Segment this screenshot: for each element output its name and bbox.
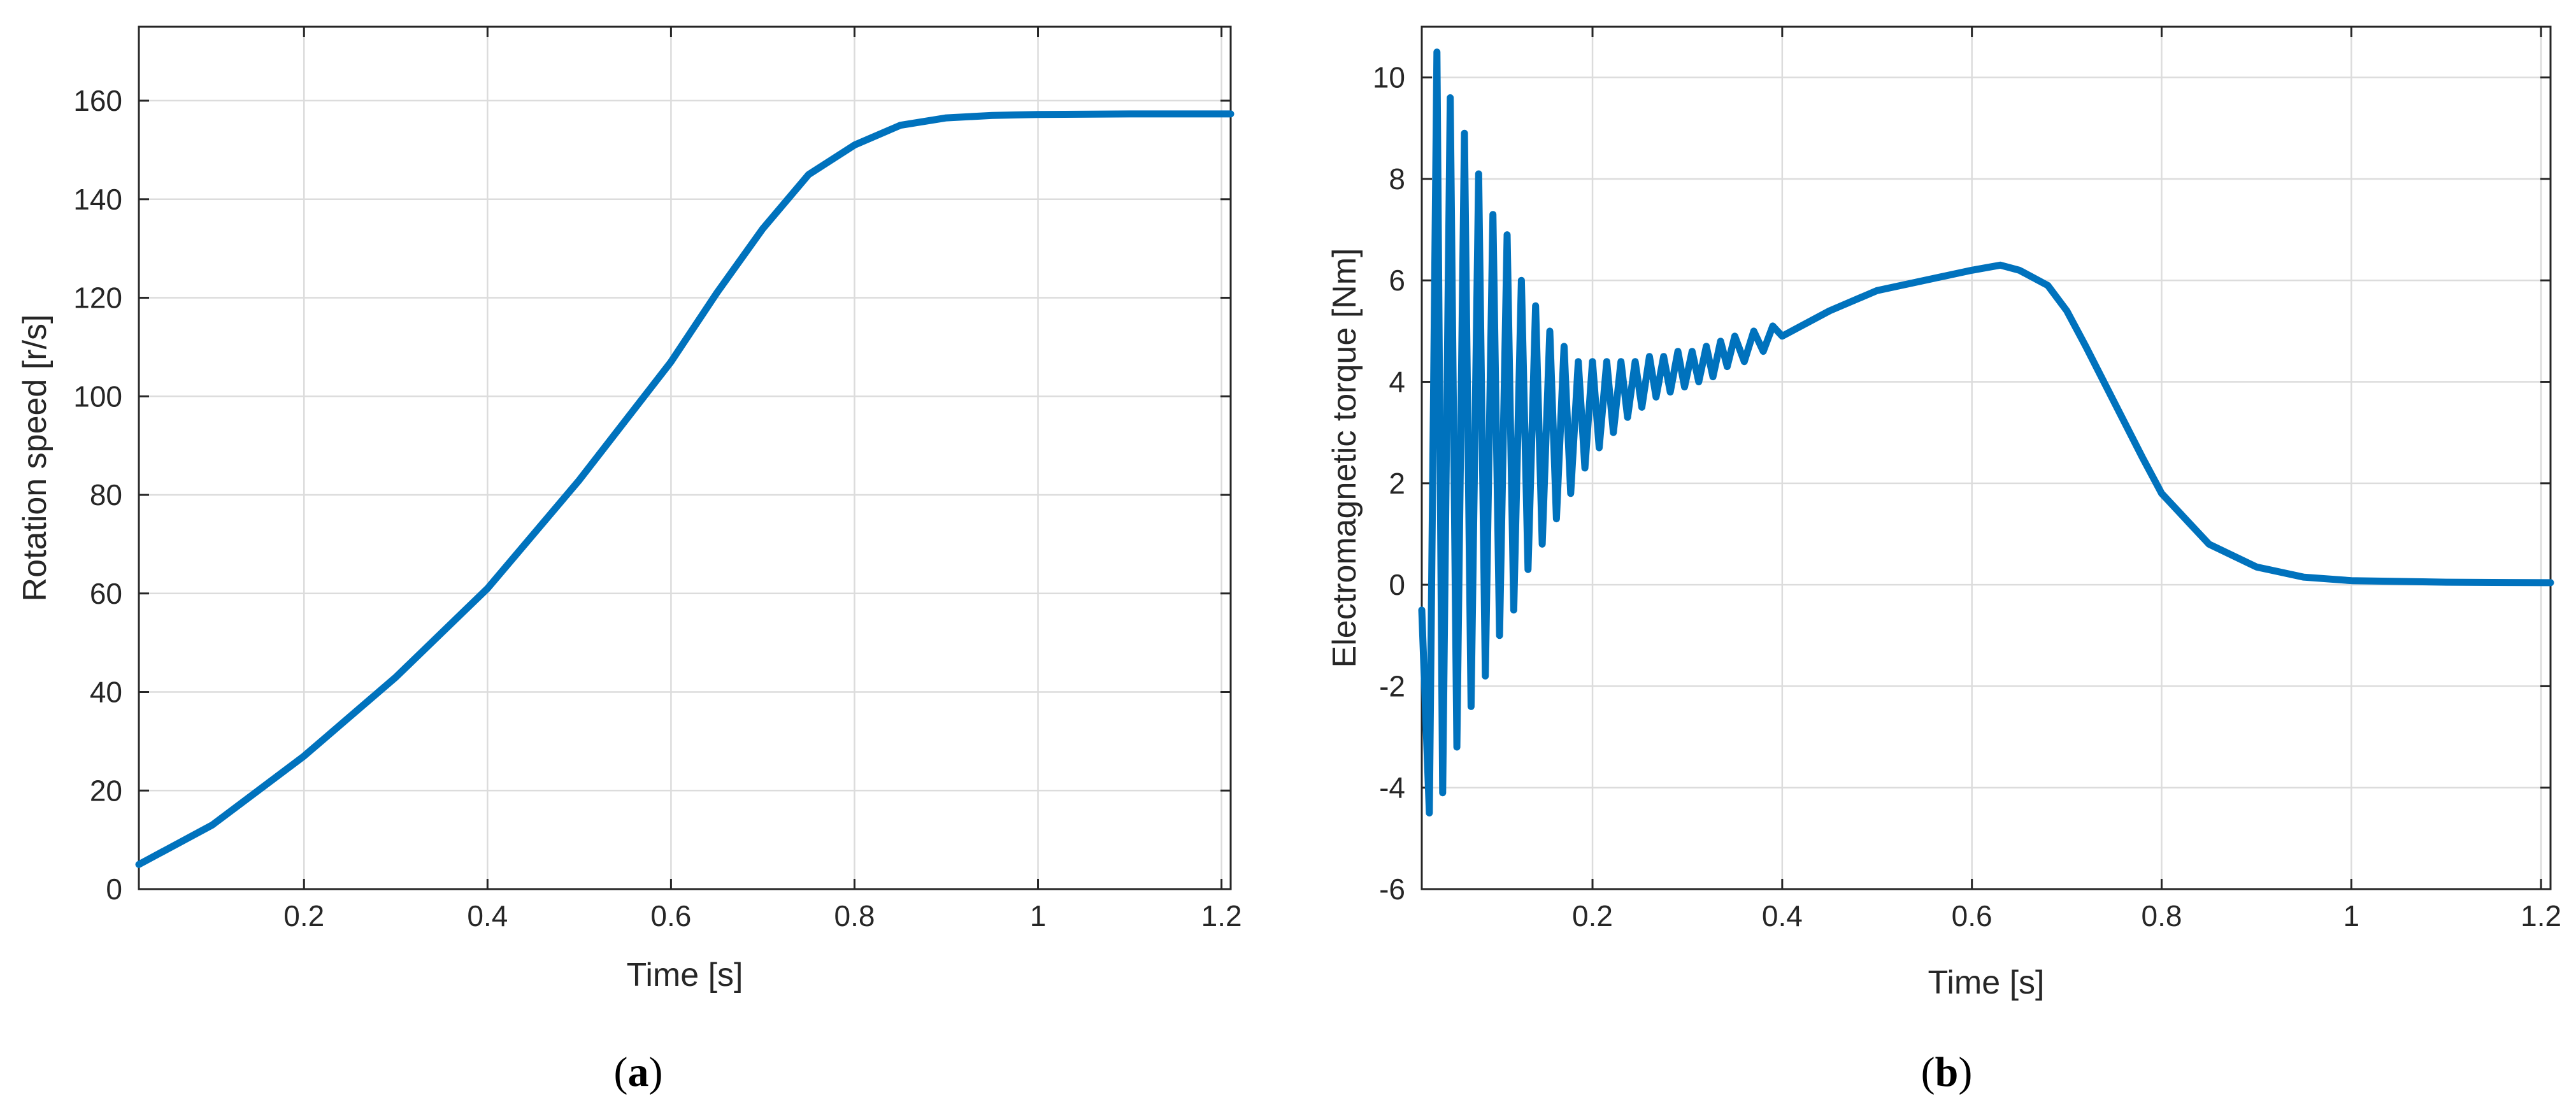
panel-a-ytick-label: 40 (90, 676, 122, 709)
panel-a-xtick-label: 0.8 (834, 899, 875, 932)
panel-a-ylabel: Rotation speed [r/s] (17, 315, 54, 602)
panel-b: 0.2 0.4 0.6 0.8 1 1.2 -6 -4 -2 0 2 4 6 8 10 Time [s] E… (1326, 25, 2561, 1095)
panel-b-caption: (b) (1921, 1049, 1973, 1095)
panel-a-xtick-label: 1 (1030, 899, 1047, 932)
panel-b-data (1418, 48, 2554, 816)
panel-b-xlabel: Time [s] (1928, 964, 2045, 1001)
panel-a-data (135, 110, 1234, 868)
panel-b-series-line (1418, 48, 2554, 816)
panel-b-xtick-label: 1.2 (2521, 899, 2561, 932)
panel-a-ytick-label: 20 (90, 774, 122, 807)
panel-b-ytick-label: -2 (1379, 669, 1405, 702)
panel-a-ytick-label: 100 (73, 380, 122, 413)
panel-a-xtick-label: 0.4 (467, 899, 508, 932)
panel-a-ytick-label: 120 (73, 282, 122, 315)
panel-b-xtick-label: 0.2 (1572, 899, 1613, 932)
panel-a-xtick-label: 0.6 (650, 899, 691, 932)
panel-a-caption: (a) (614, 1049, 663, 1095)
panel-a-ytick-label: 160 (73, 84, 122, 117)
panel-a-ytick-label: 140 (73, 183, 122, 216)
panel-b-ytick-label: 0 (1389, 568, 1405, 601)
panel-b-xtick-label: 0.6 (1952, 899, 1993, 932)
panel-b-ytick-label: -6 (1379, 873, 1405, 906)
panel-a-axes-frame (138, 25, 1232, 890)
panel-b-ytick-label: 10 (1373, 61, 1405, 94)
panel-a-ytick-label: 60 (90, 577, 122, 610)
panel-b-xtick-label: 0.4 (1762, 899, 1803, 932)
panel-a-xlabel: Time [s] (627, 957, 743, 994)
panel-b-ytick-label: 6 (1389, 264, 1405, 297)
panel-b-xtick-label: 0.8 (2142, 899, 2182, 932)
panel-a-ytick-label: 80 (90, 478, 122, 511)
panel-a-ytick-label: 0 (106, 873, 122, 906)
panel-b-ytick-label: 2 (1389, 467, 1405, 500)
panel-a-ticks: 0.2 0.4 0.6 0.8 1 1.2 0 20 40 60 80 100 120 140 160 (73, 27, 1242, 932)
panel-b-ytick-label: 8 (1389, 162, 1405, 196)
panel-a-xtick-label: 1.2 (1201, 899, 1242, 932)
panel-a-grid (139, 27, 1231, 890)
panel-b-ticks: 0.2 0.4 0.6 0.8 1 1.2 -6 -4 -2 0 2 4 6 8 10 (1373, 27, 2561, 932)
panel-a-xtick-label: 0.2 (283, 899, 324, 932)
panel-b-ytick-label: 4 (1389, 366, 1405, 399)
panel-a-series-line (135, 110, 1234, 868)
panel-b-xtick-label: 1 (2343, 899, 2359, 932)
panel-b-ylabel: Electromagnetic torque [Nm] (1326, 248, 1363, 668)
panel-b-axes-frame (1420, 25, 2552, 890)
panel-b-ytick-label: -4 (1379, 771, 1405, 804)
panel-a: 0.2 0.4 0.6 0.8 1 1.2 0 20 40 60 80 100 120 140 160 Ti… (17, 25, 1242, 1095)
